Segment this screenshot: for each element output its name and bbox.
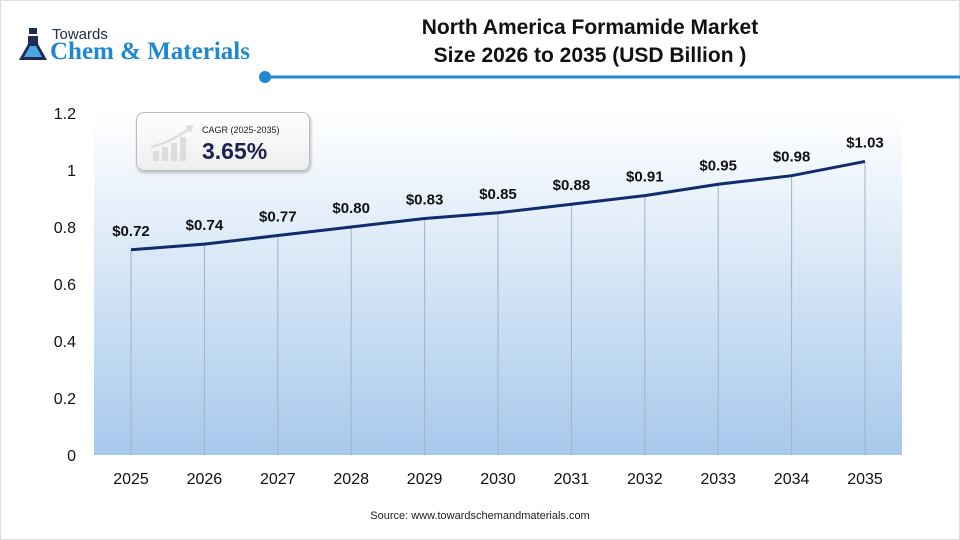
data-label: $0.98 (773, 149, 811, 166)
data-label: $0.74 (186, 217, 224, 234)
title-line-1: North America Formamide Market (421, 16, 759, 39)
logo-text-main: Chem & Materials (50, 38, 250, 65)
y-tick-label: 1 (67, 163, 76, 180)
x-tick-label: 2030 (480, 471, 516, 488)
x-tick-label: 2027 (260, 471, 296, 488)
data-label: $0.77 (259, 209, 297, 226)
x-tick-label: 2026 (187, 471, 223, 488)
x-tick-label: 2028 (333, 471, 369, 488)
y-tick-label: 0 (67, 448, 76, 465)
data-label: $0.91 (626, 169, 664, 186)
data-label: $0.83 (406, 191, 444, 208)
y-tick-label: 1.2 (54, 106, 76, 123)
series-line (130, 159, 866, 252)
data-label: $1.03 (846, 134, 884, 151)
x-tick-label: 2035 (847, 471, 883, 488)
x-tick-label: 2033 (700, 471, 736, 488)
data-label: $0.72 (112, 223, 150, 240)
data-label: $0.85 (479, 186, 517, 203)
logo-text-top: Towards (52, 26, 108, 43)
cagr-box: CAGR (2025-2035) 3.65% (136, 112, 310, 171)
y-tick-label: 0.4 (54, 334, 76, 351)
x-tick-label: 2031 (554, 471, 590, 488)
x-tick-label: 2034 (774, 471, 810, 488)
cagr-label: CAGR (2025-2035) (202, 125, 280, 135)
x-tick-label: 2025 (113, 471, 149, 488)
source-note: Source: www.towardschemandmaterials.com (370, 510, 590, 522)
y-tick-label: 0.6 (54, 277, 76, 294)
y-tick-label: 0.2 (54, 391, 76, 408)
title-line-2: Size 2026 to 2035 (USD Billion ) (433, 44, 747, 67)
data-label: $0.88 (553, 177, 591, 194)
chart-title: North America Formamide Market Size 2026… (370, 14, 810, 70)
data-label: $0.95 (699, 157, 737, 174)
x-tick-label: 2032 (627, 471, 663, 488)
data-label: $0.80 (332, 200, 370, 217)
cagr-value: 3.65% (202, 138, 268, 164)
y-tick-label: 0.8 (54, 220, 76, 237)
growth-chart-icon (150, 125, 193, 161)
flask-icon (19, 28, 47, 60)
x-tick-label: 2029 (407, 471, 443, 488)
